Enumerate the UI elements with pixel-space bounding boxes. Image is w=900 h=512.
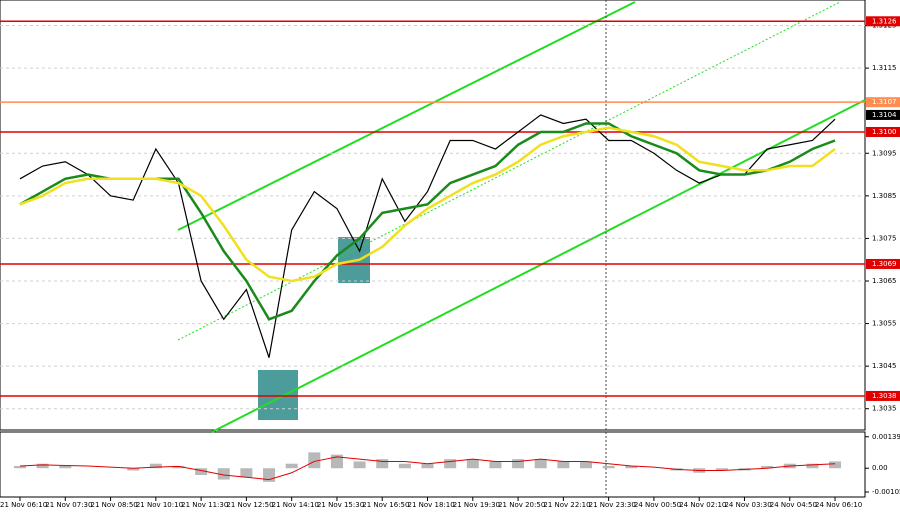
- histogram-bar: [195, 468, 208, 476]
- x-tick-label: 24 Nov 03:30: [724, 501, 771, 509]
- overlay: [177, 0, 866, 497]
- level-label: 1.3126: [872, 17, 897, 25]
- y-tick-label: 0.00139: [872, 433, 900, 441]
- histogram-bar: [14, 465, 26, 469]
- histogram-bar: [240, 468, 253, 478]
- histogram-bar: [557, 461, 570, 469]
- x-tick-label: 21 Nov 07:30: [45, 501, 92, 509]
- x-tick-label: 24 Nov 04:50: [770, 501, 817, 509]
- histogram-bar: [353, 461, 366, 469]
- y-tick-label: 1.3035: [872, 405, 897, 413]
- x-tick-label: 21 Nov 19:30: [453, 501, 500, 509]
- highlight-box: [258, 370, 298, 420]
- level-label: 1.3100: [872, 128, 897, 136]
- histogram-bar: [444, 459, 457, 469]
- x-tick-label: 21 Nov 22:10: [543, 501, 590, 509]
- histogram-bar: [761, 465, 774, 469]
- histogram-bar: [580, 461, 592, 469]
- histogram-bar: [715, 468, 728, 471]
- x-tick-label: 21 Nov 10:10: [136, 501, 183, 509]
- level-tag: [866, 16, 900, 27]
- histogram-bar: [36, 463, 49, 469]
- histogram-bar: [217, 468, 230, 480]
- histogram-bar: [534, 459, 547, 469]
- line: [19, 126, 836, 283]
- level-tag: [866, 390, 900, 401]
- x-tick-label: 21 Nov 11:30: [181, 501, 228, 509]
- histogram-bar: [376, 459, 389, 469]
- y-tick-label: 1.3065: [872, 277, 897, 285]
- histogram-bar: [308, 452, 321, 469]
- y-tick-label: 0.00: [872, 464, 888, 472]
- y-tick-label: 1.3075: [872, 234, 897, 242]
- histogram-bar: [806, 463, 819, 469]
- x-tick-label: 24 Nov 00:50: [634, 501, 681, 509]
- y-tick-label: 1.3115: [872, 64, 897, 72]
- histogram-bar: [127, 468, 140, 471]
- histogram-bar: [421, 463, 434, 469]
- x-tick-label: 21 Nov 23:30: [589, 501, 636, 509]
- current-price: 1.3104: [872, 111, 897, 119]
- histogram-bar: [489, 461, 502, 469]
- x-tick-label: 24 Nov 06:10: [815, 501, 862, 509]
- line: [19, 114, 836, 358]
- line: [19, 456, 836, 481]
- histogram-bar: [625, 465, 638, 469]
- level-label: 1.3107: [872, 98, 897, 106]
- x-tick-label: 21 Nov 18:10: [408, 501, 455, 509]
- level-tag: [866, 258, 900, 269]
- channel-line: [177, 1, 636, 231]
- histogram-bar: [602, 465, 615, 469]
- x-tick-label: 21 Nov 08:50: [91, 501, 138, 509]
- x-tick-label: 21 Nov 06:10: [0, 501, 47, 509]
- x-tick-label: 21 Nov 15:30: [317, 501, 364, 509]
- y-tick-label: 1.3055: [872, 320, 897, 328]
- channel-line: [211, 99, 866, 433]
- histogram-bar: [829, 461, 842, 469]
- x-tick-label: 21 Nov 16:50: [362, 501, 409, 509]
- x-tick-label: 24 Nov 02:10: [679, 501, 726, 509]
- histogram-bar: [398, 463, 411, 469]
- y-tick-label: -0.00105: [872, 488, 900, 496]
- histogram-bar: [172, 465, 185, 469]
- histogram-bar: [512, 459, 525, 469]
- histogram-bar: [285, 463, 298, 469]
- level-tag: [866, 97, 900, 108]
- histogram-bar: [466, 459, 479, 469]
- level-label: 1.3069: [872, 260, 897, 268]
- level-tag: [866, 126, 900, 137]
- main-panel: [0, 0, 866, 431]
- x-tick-label: 21 Nov 14:10: [272, 501, 319, 509]
- histogram-bar: [59, 465, 72, 469]
- histogram-bar: [149, 463, 162, 469]
- x-tick-label: 21 Nov 20:50: [498, 501, 545, 509]
- y-tick-label: 1.3085: [872, 192, 897, 200]
- y-tick-label: 1.3095: [872, 149, 897, 157]
- price-tag: [866, 109, 900, 120]
- x-tick-label: 21 Nov 12:50: [226, 501, 273, 509]
- histogram-bar: [330, 454, 343, 469]
- y-tick-label: 1.3045: [872, 362, 897, 370]
- level-label: 1.3038: [872, 392, 897, 400]
